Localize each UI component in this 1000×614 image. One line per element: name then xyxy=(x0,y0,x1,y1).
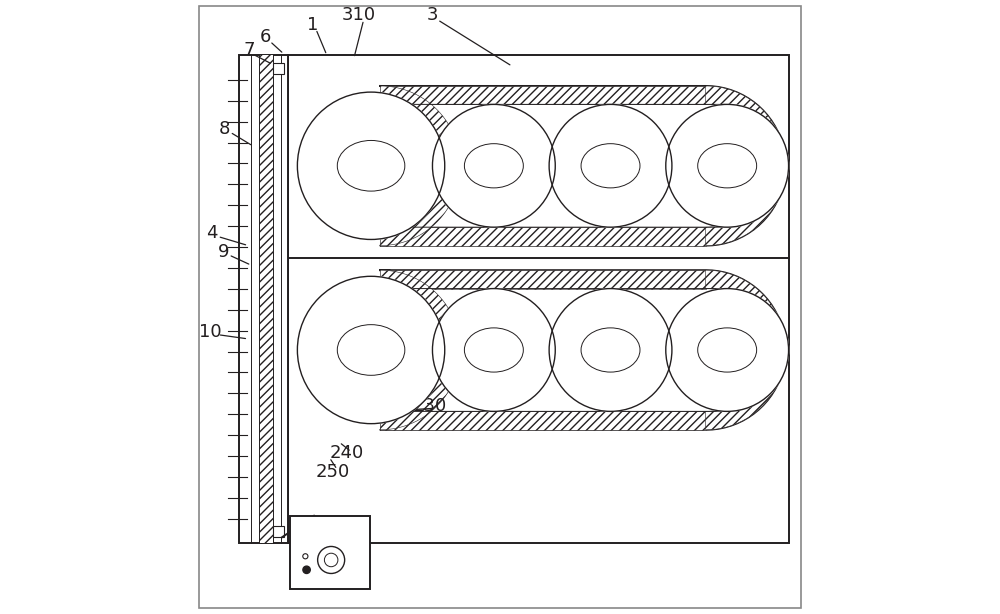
Polygon shape xyxy=(380,411,706,430)
Polygon shape xyxy=(380,270,460,430)
Circle shape xyxy=(432,289,555,411)
Bar xyxy=(273,526,284,537)
Bar xyxy=(239,55,288,543)
Circle shape xyxy=(432,104,555,227)
Text: 4: 4 xyxy=(206,224,217,243)
Circle shape xyxy=(549,104,672,227)
Bar xyxy=(288,55,789,543)
Circle shape xyxy=(666,289,789,411)
Text: 7: 7 xyxy=(244,41,255,60)
Polygon shape xyxy=(380,86,460,246)
Text: 3: 3 xyxy=(427,6,438,25)
Circle shape xyxy=(303,566,310,573)
Circle shape xyxy=(666,104,789,227)
Text: 230: 230 xyxy=(412,397,447,416)
Text: 250: 250 xyxy=(316,462,350,481)
Polygon shape xyxy=(380,227,706,246)
Bar xyxy=(290,516,370,589)
Text: 5: 5 xyxy=(476,350,487,368)
Text: 310: 310 xyxy=(342,6,376,25)
Text: 6: 6 xyxy=(260,28,271,46)
Text: 1: 1 xyxy=(307,15,318,34)
Text: 210: 210 xyxy=(379,360,413,379)
Text: 240: 240 xyxy=(329,444,364,462)
Text: 10: 10 xyxy=(199,322,222,341)
Polygon shape xyxy=(706,86,785,246)
Bar xyxy=(259,55,273,543)
Text: 8: 8 xyxy=(219,120,231,138)
Circle shape xyxy=(297,92,445,239)
Polygon shape xyxy=(362,289,785,411)
Bar xyxy=(273,63,284,74)
Polygon shape xyxy=(380,270,706,289)
Polygon shape xyxy=(706,270,785,430)
Text: 9: 9 xyxy=(218,243,229,261)
Polygon shape xyxy=(380,86,785,246)
Circle shape xyxy=(297,276,445,424)
Text: 2: 2 xyxy=(362,335,374,353)
Text: 220: 220 xyxy=(394,379,428,397)
Polygon shape xyxy=(362,104,785,227)
Polygon shape xyxy=(380,86,706,104)
Circle shape xyxy=(549,289,672,411)
Polygon shape xyxy=(380,270,785,430)
